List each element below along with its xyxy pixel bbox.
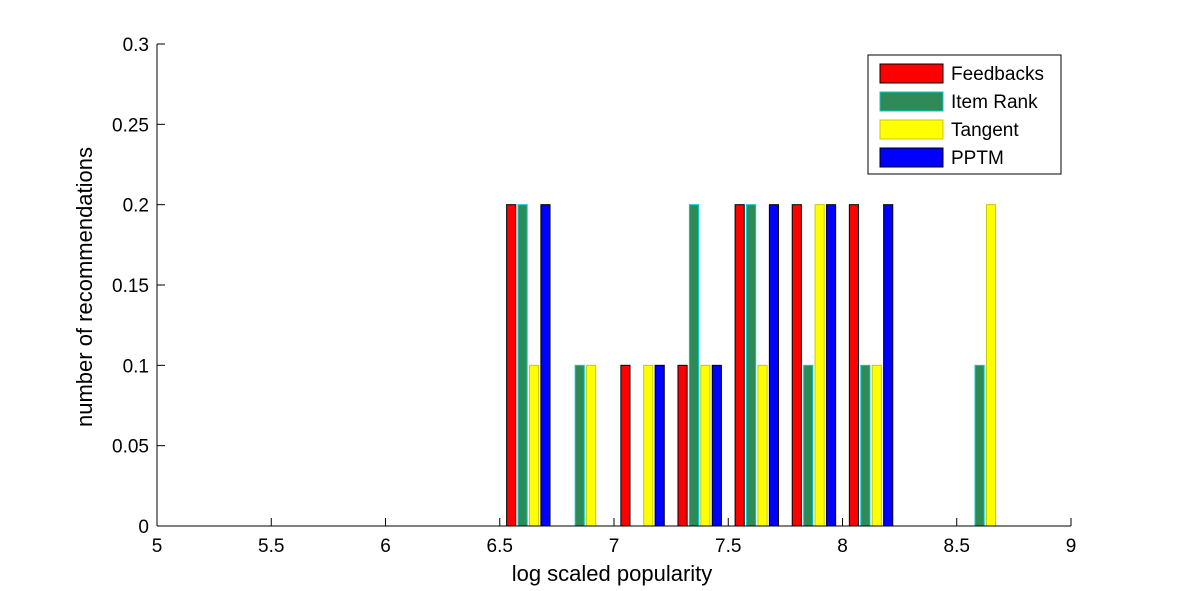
bar-tangent	[871, 364, 882, 527]
bar-item-rank	[688, 204, 700, 527]
bar-pptm	[711, 364, 722, 527]
x-tick-label: 7.5	[715, 536, 741, 557]
bar-pptm	[826, 204, 837, 527]
bar-item-rank	[574, 364, 585, 527]
bar-tangent	[757, 364, 768, 527]
x-tick-label: 9	[1066, 536, 1077, 557]
bar-item-rank	[974, 364, 985, 527]
bar-tangent	[700, 364, 711, 527]
legend-label: PPTM	[951, 148, 1004, 169]
x-tick-label: 7	[609, 536, 620, 557]
bar-item-rank	[803, 364, 814, 527]
y-tick-label: 0	[138, 517, 149, 538]
legend-swatch	[879, 147, 944, 168]
bar-feedbacks	[677, 364, 688, 527]
bar-tangent	[586, 364, 597, 527]
x-tick-label: 6	[380, 536, 391, 557]
legend-label: Item Rank	[951, 92, 1038, 113]
legend-swatch	[879, 91, 944, 112]
x-tick-label: 6.5	[487, 536, 513, 557]
legend: Feedbacks Item Rank Tangent PPTM	[867, 54, 1062, 175]
y-tick-label: 0.05	[112, 437, 149, 458]
bar-feedbacks	[620, 364, 631, 527]
bar-feedbacks	[734, 204, 745, 527]
bar-feedbacks	[848, 204, 859, 527]
legend-label: Tangent	[951, 120, 1019, 141]
y-tick-label: 0.1	[123, 356, 149, 377]
bar-tangent	[643, 364, 654, 527]
x-tick-label: 5.5	[258, 536, 284, 557]
bar-item-rank	[746, 204, 757, 527]
legend-swatch	[879, 119, 944, 140]
x-axis-title: log scaled popularity	[512, 561, 713, 586]
y-tick-label: 0.25	[112, 115, 149, 136]
bar-pptm	[883, 204, 894, 527]
bar-pptm	[540, 204, 551, 527]
y-tick-label: 0.2	[123, 196, 149, 217]
x-tick-label: 5	[152, 536, 163, 557]
bars-layer	[506, 204, 997, 527]
y-tick-label: 0.15	[112, 276, 149, 297]
y-tick-label: 0.3	[123, 35, 149, 56]
x-tick-label: 8	[837, 536, 848, 557]
x-tick-label: 8.5	[944, 536, 970, 557]
bar-tangent	[814, 204, 825, 527]
legend-swatch	[879, 63, 944, 84]
legend-label: Feedbacks	[951, 64, 1044, 85]
y-axis-title: number of recommendations	[72, 147, 97, 427]
bar-feedbacks	[791, 204, 802, 527]
bar-pptm	[768, 204, 780, 527]
bar-tangent	[985, 204, 997, 527]
bar-item-rank	[517, 204, 528, 527]
bar-feedbacks	[506, 204, 517, 527]
bar-pptm	[654, 364, 665, 527]
bar-tangent	[528, 364, 540, 527]
bar-item-rank	[860, 364, 871, 527]
axes-layer: 5 5.5 6 6.5 7 7.5 8 8.5 9 0 0.05 0.1 0.15 0.2 0.25 0.3	[112, 35, 1076, 557]
